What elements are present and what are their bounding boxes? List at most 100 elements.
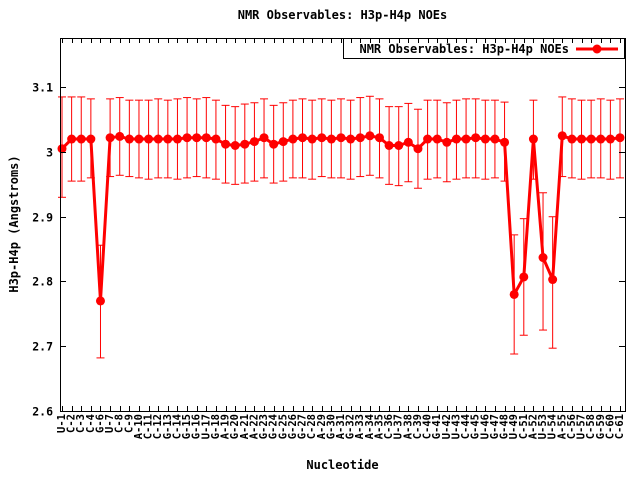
x-tick-label: G-25 — [277, 414, 289, 439]
x-tick-label: C-28 — [306, 414, 318, 439]
data-point — [471, 133, 481, 143]
data-point — [67, 134, 77, 144]
data-point — [461, 134, 471, 144]
x-tick-label: A-29 — [316, 414, 328, 439]
x-tick-label: G-15 — [181, 414, 193, 439]
data-point — [163, 134, 173, 144]
data-point — [172, 134, 182, 144]
x-tick-label: G-30 — [325, 414, 337, 439]
x-tick-label: G-41 — [431, 414, 443, 439]
y-tick-label: 2.9 — [32, 211, 53, 225]
chart-title: NMR Observables: H3p-H4p NOEs — [237, 8, 448, 22]
x-tick-label: U-1 — [56, 414, 68, 433]
data-point — [423, 134, 433, 144]
data-point — [86, 134, 96, 144]
legend-line-marker-icon — [576, 44, 618, 53]
x-tick-label: C-11 — [143, 414, 155, 439]
data-point — [144, 134, 154, 144]
y-tick-label: 2.7 — [32, 340, 53, 354]
x-tick-label: C-14 — [171, 414, 183, 439]
data-point — [480, 134, 490, 144]
x-tick-label: G-23 — [258, 414, 270, 439]
data-point — [567, 134, 577, 144]
data-point — [596, 134, 606, 144]
x-tick-label: C-58 — [585, 414, 597, 439]
x-tick-label: C-60 — [604, 414, 616, 439]
y-tick-label: 2.8 — [32, 275, 53, 289]
data-point — [538, 253, 548, 263]
data-point — [615, 133, 625, 143]
data-point — [115, 131, 125, 141]
data-point — [249, 137, 259, 147]
x-tick-label: U-54 — [547, 414, 559, 439]
x-tick-label: G-20 — [229, 414, 241, 439]
data-point — [451, 134, 461, 144]
data-point — [519, 272, 529, 282]
x-tick-label: A-21 — [239, 414, 251, 439]
y-tick-label: 2.6 — [32, 405, 53, 419]
data-point — [278, 137, 288, 147]
x-tick-label: G-45 — [470, 414, 482, 439]
data-point — [384, 140, 394, 150]
x-tick-label: U-42 — [441, 414, 453, 439]
x-tick-label: C-8 — [114, 414, 126, 433]
x-tick-label: U-17 — [200, 414, 212, 439]
x-tick-label: C-61 — [614, 414, 626, 439]
data-point — [134, 134, 144, 144]
data-point — [298, 133, 308, 143]
y-tick-label: 3 — [46, 146, 53, 160]
data-point — [240, 139, 250, 149]
data-point — [192, 133, 202, 143]
x-tick-label: A-34 — [364, 414, 376, 439]
data-point — [124, 134, 134, 144]
x-tick-label: G-18 — [210, 414, 222, 439]
x-tick-label: A-22 — [248, 414, 260, 439]
legend: NMR Observables: H3p-H4p NOEs — [343, 38, 625, 59]
x-tick-label: A-33 — [354, 414, 366, 439]
data-point — [403, 137, 413, 147]
data-point — [490, 134, 500, 144]
x-tick-label: G-32 — [345, 414, 357, 439]
x-tick-label: A-55 — [556, 414, 568, 439]
data-point — [105, 133, 115, 143]
x-tick-label: C-40 — [422, 414, 434, 439]
data-point — [317, 133, 327, 143]
x-tick-label: C-4 — [85, 414, 97, 433]
x-tick-label: A-19 — [220, 414, 232, 439]
x-tick-label: C-56 — [566, 414, 578, 439]
data-point — [509, 289, 519, 299]
y-tick-label: 3.1 — [32, 81, 53, 95]
x-tick-label: A-35 — [373, 414, 385, 439]
data-point — [201, 133, 211, 143]
data-point — [432, 134, 442, 144]
x-tick-label: A-31 — [335, 414, 347, 439]
x-tick-label: C-12 — [152, 414, 164, 439]
data-point — [557, 131, 567, 141]
data-point — [394, 140, 404, 150]
data-point — [326, 134, 336, 144]
data-point — [95, 296, 105, 306]
data-point — [230, 140, 240, 150]
x-tick-label: U-7 — [104, 414, 116, 433]
data-point — [259, 133, 269, 143]
x-tick-label: G-27 — [297, 414, 309, 439]
x-axis-title: Nucleotide — [306, 458, 379, 472]
x-tick-label: G-24 — [268, 414, 280, 439]
x-tick-label: U-43 — [450, 414, 462, 439]
x-tick-label: G-26 — [287, 414, 299, 439]
data-point — [413, 144, 423, 154]
data-point — [336, 133, 346, 143]
x-tick-label: C-9 — [123, 414, 135, 433]
x-tick-label: G-16 — [191, 414, 203, 439]
x-tick-label: C-36 — [383, 414, 395, 439]
x-tick-label: G-48 — [499, 414, 511, 439]
data-point — [288, 134, 298, 144]
x-tick-label: U-46 — [479, 414, 491, 439]
data-point — [586, 134, 596, 144]
x-tick-label: C-44 — [460, 414, 472, 439]
data-point — [221, 139, 231, 149]
x-tick-label: A-10 — [133, 414, 145, 439]
x-tick-label: A-52 — [527, 414, 539, 439]
